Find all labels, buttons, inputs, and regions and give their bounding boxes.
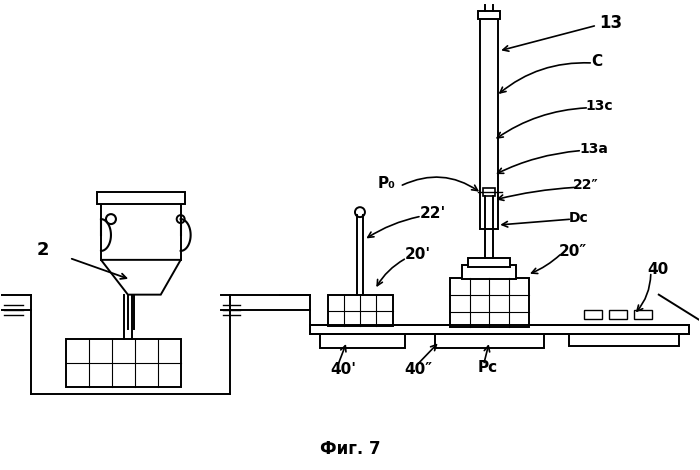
- Bar: [320, 335, 405, 348]
- Polygon shape: [101, 260, 181, 295]
- Bar: [480, 16, 498, 229]
- Text: 22': 22': [420, 206, 446, 220]
- Text: 13a: 13a: [579, 141, 608, 156]
- Bar: [569, 335, 679, 346]
- Text: 13: 13: [599, 14, 622, 32]
- Bar: [435, 335, 544, 348]
- Text: Dс: Dс: [569, 211, 589, 225]
- Bar: [328, 295, 393, 327]
- Bar: [634, 310, 652, 320]
- Text: Фиг. 7: Фиг. 7: [320, 440, 380, 458]
- Bar: [584, 310, 602, 320]
- Text: 20': 20': [405, 247, 431, 262]
- Text: 40″: 40″: [405, 362, 433, 376]
- Text: Pс: Pс: [477, 360, 498, 375]
- Bar: [101, 200, 181, 260]
- Bar: [479, 11, 500, 19]
- Bar: [310, 325, 689, 335]
- Bar: [609, 310, 627, 320]
- Bar: [461, 265, 517, 279]
- Bar: [468, 258, 510, 267]
- Bar: [66, 339, 181, 387]
- Text: 22″: 22″: [573, 178, 599, 192]
- Bar: [449, 278, 529, 328]
- Text: 40: 40: [647, 262, 668, 277]
- Text: 2: 2: [36, 241, 49, 259]
- Text: 20″: 20″: [559, 244, 587, 259]
- Text: 13c: 13c: [585, 99, 612, 113]
- Bar: [484, 188, 496, 196]
- Bar: [97, 192, 185, 204]
- Text: P₀: P₀: [378, 176, 395, 191]
- Text: 40': 40': [330, 362, 356, 376]
- Text: C: C: [591, 54, 602, 69]
